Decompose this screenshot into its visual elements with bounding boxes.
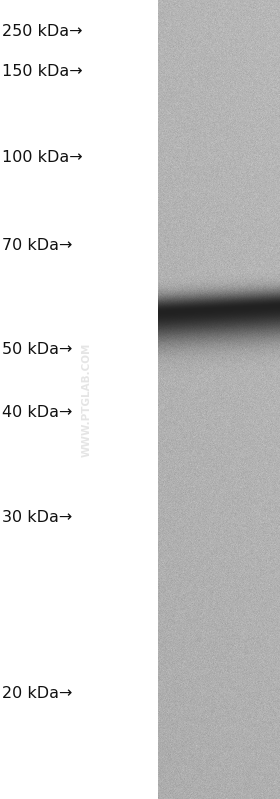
Text: 70 kDa→: 70 kDa→	[2, 238, 73, 252]
Text: 30 kDa→: 30 kDa→	[2, 511, 73, 525]
Text: 100 kDa→: 100 kDa→	[2, 150, 83, 165]
Text: 40 kDa→: 40 kDa→	[2, 405, 73, 419]
Text: 20 kDa→: 20 kDa→	[2, 686, 73, 701]
Text: 250 kDa→: 250 kDa→	[2, 25, 83, 39]
Text: 150 kDa→: 150 kDa→	[2, 65, 83, 79]
Text: WWW.PTGLAB.COM: WWW.PTGLAB.COM	[82, 342, 92, 457]
Text: 50 kDa→: 50 kDa→	[2, 342, 73, 356]
